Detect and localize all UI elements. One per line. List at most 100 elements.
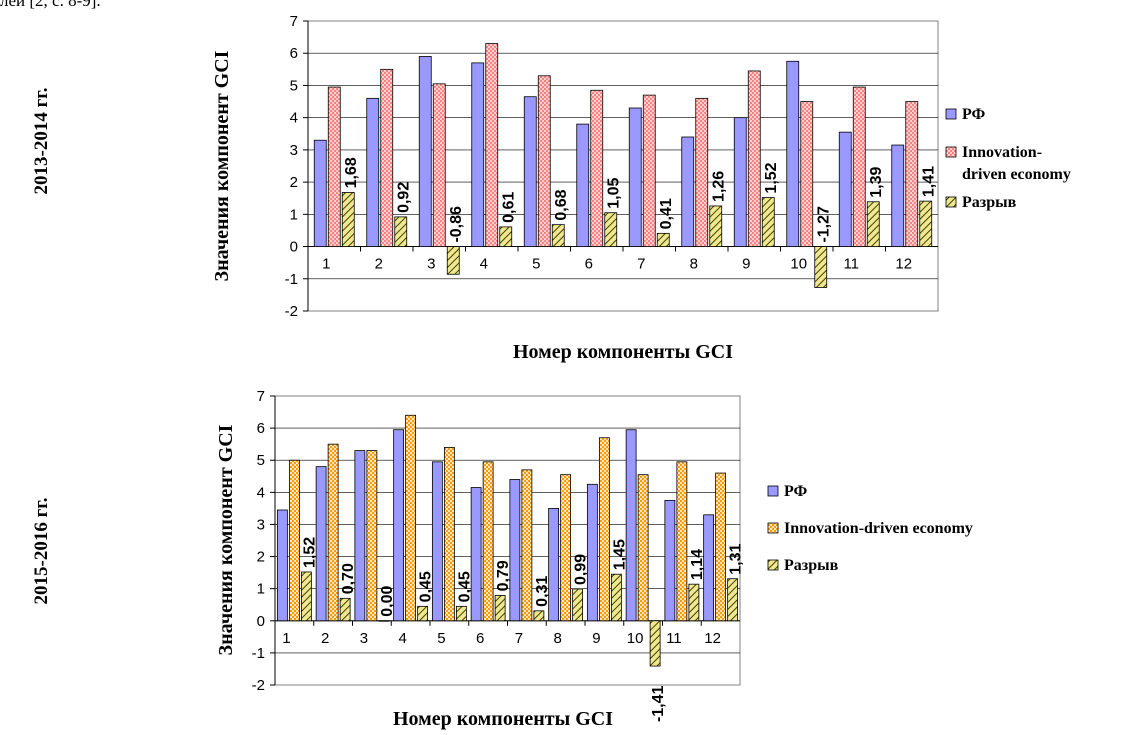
y-tick-label: 3 bbox=[257, 516, 265, 533]
bar-gap-12 bbox=[919, 200, 933, 247]
x-tick-label: 6 bbox=[476, 630, 484, 647]
bar-innovation-11 bbox=[852, 86, 866, 247]
x-tick-label: 5 bbox=[437, 630, 445, 647]
data-label-gap-5: 0,68 bbox=[553, 189, 570, 220]
legend-swatch-0 bbox=[945, 108, 957, 120]
legend-label-2: Разрыв bbox=[962, 194, 1017, 211]
y-tick-label: 1 bbox=[257, 581, 265, 598]
bar-gap-10 bbox=[649, 620, 661, 667]
bar-innovation-5 bbox=[537, 75, 551, 247]
data-label-gap-3: -0,86 bbox=[448, 206, 465, 243]
bar-gap-10 bbox=[814, 246, 828, 288]
bar-innovation-2 bbox=[380, 68, 394, 247]
bar-gap-1 bbox=[341, 192, 355, 247]
legend-label-1: Innovation-driven economy bbox=[784, 520, 973, 537]
x-tick-label: 11 bbox=[666, 630, 682, 647]
bar-rf-6 bbox=[576, 123, 590, 247]
x-tick-label: 7 bbox=[637, 256, 645, 273]
bar-innovation-5 bbox=[443, 446, 455, 622]
y-tick-label: -1 bbox=[285, 271, 298, 288]
x-tick-label: 8 bbox=[690, 256, 698, 273]
y-tick-label: 2 bbox=[257, 549, 265, 566]
x-tick-label: 12 bbox=[895, 256, 912, 273]
y-tick-label: 0 bbox=[257, 613, 265, 630]
data-label-gap-11: 1,14 bbox=[689, 549, 706, 580]
bar-rf-4 bbox=[393, 429, 405, 622]
bar-rf-3 bbox=[418, 56, 432, 247]
legend-label-0: РФ bbox=[962, 106, 986, 123]
bar-innovation-1 bbox=[327, 86, 341, 247]
x-tick-label: 2 bbox=[375, 256, 383, 273]
bar-gap-2 bbox=[394, 216, 408, 247]
header-text: лей [2, с. 8-9]. bbox=[0, 0, 101, 10]
x-tick-label: 4 bbox=[398, 630, 406, 647]
bar-innovation-10 bbox=[800, 101, 814, 247]
data-label-gap-3: 0,00 bbox=[379, 586, 396, 617]
x-tick-label: 3 bbox=[360, 630, 368, 647]
x-tick-label: 11 bbox=[843, 256, 859, 273]
bar-gap-4 bbox=[499, 226, 513, 247]
data-label-gap-4: 0,45 bbox=[418, 571, 435, 602]
data-label-gap-6: 1,05 bbox=[606, 177, 623, 208]
x-tick-label: 8 bbox=[553, 630, 561, 647]
y-axis-title: Значения компонент GCI bbox=[215, 424, 237, 655]
legend-swatch-1 bbox=[945, 146, 957, 158]
data-label-gap-10: -1,27 bbox=[816, 206, 833, 243]
bar-rf-1 bbox=[313, 139, 327, 247]
chart-2013-2014: -2-10123456711,6820,923-0,8640,6150,6861… bbox=[211, 13, 1071, 363]
bar-gap-8 bbox=[572, 588, 584, 622]
legend-swatch-2 bbox=[767, 559, 779, 571]
y-tick-label: 4 bbox=[257, 484, 265, 501]
y-tick-label: 1 bbox=[290, 206, 298, 223]
data-label-gap-8: 1,26 bbox=[711, 171, 728, 202]
x-tick-label: 9 bbox=[592, 630, 600, 647]
bar-innovation-6 bbox=[590, 89, 604, 247]
chart-2015-2016: -2-10123456711,5220,7030,0040,4550,4560,… bbox=[215, 388, 973, 730]
data-label-gap-4: 0,61 bbox=[501, 192, 518, 223]
data-label-gap-11: 1,39 bbox=[868, 167, 885, 198]
bar-rf-5 bbox=[431, 461, 443, 622]
x-axis-title: Номер компоненты GCI bbox=[513, 341, 733, 363]
bar-rf-2 bbox=[315, 466, 327, 622]
bar-gap-9 bbox=[761, 197, 775, 247]
data-label-gap-6: 0,79 bbox=[495, 560, 512, 591]
bar-rf-7 bbox=[509, 479, 521, 622]
x-tick-label: 5 bbox=[532, 256, 540, 273]
data-label-gap-5: 0,45 bbox=[456, 571, 473, 602]
data-label-gap-12: 1,31 bbox=[728, 543, 745, 574]
bar-rf-8 bbox=[548, 507, 560, 622]
data-label-gap-8: 0,99 bbox=[573, 554, 590, 585]
y-tick-label: 7 bbox=[290, 13, 298, 30]
bar-innovation-3 bbox=[366, 450, 378, 622]
x-tick-label: 2 bbox=[321, 630, 329, 647]
data-label-gap-2: 0,70 bbox=[340, 563, 357, 594]
legend-label-1: Innovation- bbox=[962, 144, 1042, 161]
y-tick-label: 6 bbox=[290, 45, 298, 62]
legend-swatch-0 bbox=[767, 485, 779, 497]
x-tick-label: 1 bbox=[322, 256, 330, 273]
data-label-gap-7: 0,31 bbox=[534, 576, 551, 607]
x-tick-label: 6 bbox=[585, 256, 593, 273]
bar-innovation-10 bbox=[637, 474, 649, 622]
legend-swatch-2 bbox=[945, 196, 957, 208]
bar-gap-5 bbox=[551, 224, 565, 247]
bar-gap-8 bbox=[709, 205, 723, 247]
y-tick-label: 2 bbox=[290, 174, 298, 191]
bar-gap-9 bbox=[610, 573, 622, 622]
bar-innovation-6 bbox=[482, 461, 494, 622]
bar-innovation-4 bbox=[485, 43, 499, 247]
x-tick-label: 10 bbox=[790, 256, 807, 273]
bar-rf-12 bbox=[891, 144, 905, 247]
y-tick-label: 6 bbox=[257, 420, 265, 437]
bar-gap-7 bbox=[656, 232, 670, 247]
data-label-gap-9: 1,45 bbox=[611, 539, 628, 570]
y-tick-label: 4 bbox=[290, 110, 298, 127]
bar-innovation-1 bbox=[288, 459, 300, 622]
y-tick-label: 5 bbox=[290, 77, 298, 94]
bar-innovation-8 bbox=[560, 474, 572, 622]
bar-rf-3 bbox=[354, 450, 366, 622]
bar-innovation-12 bbox=[715, 472, 727, 622]
x-tick-label: 9 bbox=[742, 256, 750, 273]
bar-innovation-12 bbox=[905, 101, 919, 247]
